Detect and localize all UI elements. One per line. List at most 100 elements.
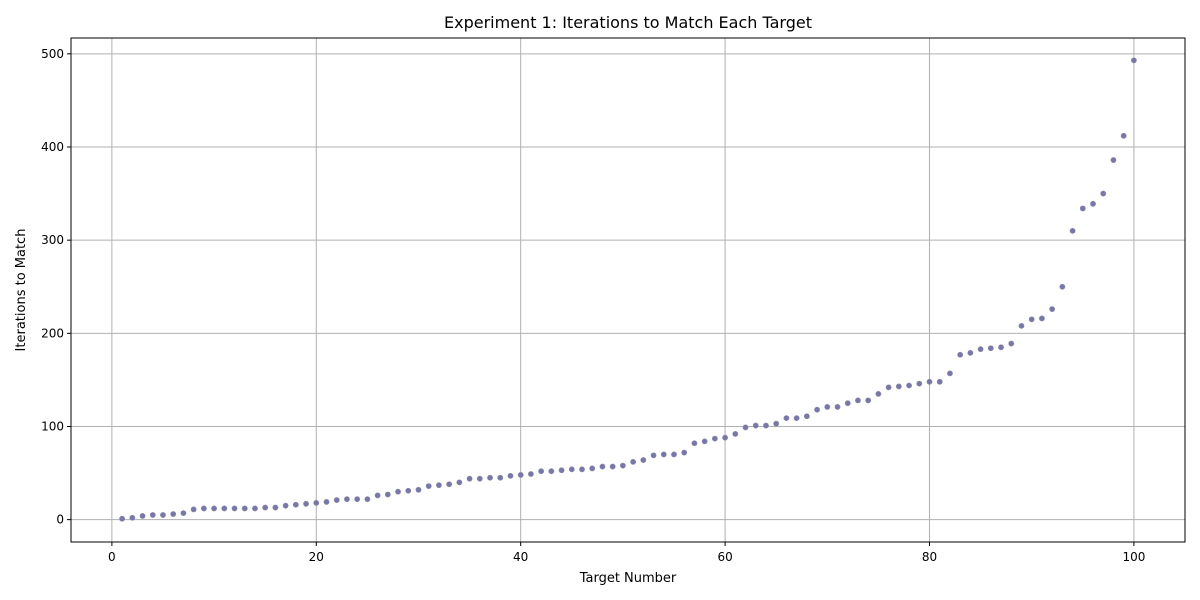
x-tick-label: 40 — [513, 550, 528, 564]
data-point — [415, 486, 422, 493]
axis-ticks: 0 20 40 60 80 100 0 100 200 300 400 500 — [41, 47, 1145, 564]
data-point — [977, 346, 984, 353]
data-point — [1039, 315, 1045, 322]
data-point — [701, 438, 708, 445]
x-tick-label: 0 — [108, 550, 116, 564]
data-point — [1120, 132, 1127, 139]
data-point — [732, 431, 739, 437]
data-point — [282, 502, 289, 509]
data-point — [691, 440, 698, 447]
data-point — [558, 467, 565, 474]
data-point — [160, 512, 166, 518]
data-point — [599, 463, 606, 470]
data-point — [742, 424, 749, 431]
data-point — [824, 404, 831, 410]
y-tick-label: 400 — [41, 140, 64, 154]
data-point — [885, 384, 892, 391]
data-point — [538, 468, 545, 475]
data-point — [262, 504, 269, 511]
data-point — [579, 466, 585, 473]
data-point — [313, 499, 320, 506]
y-axis-label: Iterations to Match — [14, 229, 29, 352]
data-point — [619, 462, 626, 469]
data-point — [1028, 316, 1035, 323]
data-point — [1008, 340, 1015, 347]
data-point — [660, 451, 667, 458]
data-point — [119, 515, 126, 522]
data-point — [773, 420, 780, 427]
data-point — [671, 451, 677, 458]
data-point — [548, 468, 555, 475]
x-tick-label: 60 — [717, 550, 732, 564]
data-point — [763, 422, 769, 429]
data-point — [395, 488, 401, 495]
data-point — [855, 397, 861, 404]
y-tick-label: 100 — [41, 419, 64, 433]
data-point — [384, 491, 391, 498]
chart-title: Experiment 1: Iterations to Match Each T… — [444, 13, 812, 32]
data-point — [507, 472, 514, 479]
data-point — [211, 505, 217, 512]
data-point — [793, 415, 800, 421]
data-point — [906, 382, 912, 389]
data-point — [364, 496, 371, 503]
data-points — [119, 57, 1137, 522]
data-point — [139, 513, 146, 519]
data-point — [722, 434, 728, 441]
data-point — [405, 487, 412, 494]
data-point — [180, 510, 187, 517]
data-point — [650, 452, 657, 459]
data-point — [957, 351, 964, 358]
data-point — [803, 413, 810, 420]
data-point — [354, 496, 361, 503]
data-point — [865, 397, 872, 404]
x-tick-label: 80 — [922, 550, 937, 564]
data-point — [1079, 205, 1086, 212]
data-point — [783, 415, 790, 421]
data-point — [323, 499, 330, 505]
data-point — [711, 435, 718, 442]
data-point — [528, 471, 534, 477]
data-point — [834, 404, 841, 410]
data-point — [1110, 157, 1117, 163]
data-point — [292, 501, 299, 508]
data-point — [987, 345, 994, 352]
data-point — [589, 465, 596, 472]
data-point — [895, 383, 902, 390]
data-point — [200, 505, 207, 512]
data-point — [149, 512, 156, 518]
data-point — [844, 400, 851, 407]
data-point — [517, 472, 524, 478]
data-point — [221, 505, 228, 512]
data-point — [374, 492, 381, 499]
data-point — [129, 514, 136, 521]
data-point — [436, 482, 442, 489]
data-point — [926, 378, 933, 385]
data-point — [1069, 227, 1076, 234]
data-point — [333, 497, 340, 503]
grid-lines — [71, 38, 1185, 542]
y-tick-label: 200 — [41, 326, 64, 340]
data-point — [998, 344, 1004, 351]
data-point — [497, 474, 504, 481]
data-point — [252, 505, 258, 512]
x-axis-label: Target Number — [579, 571, 677, 586]
y-tick-label: 300 — [41, 233, 64, 247]
data-point — [875, 390, 882, 397]
plot-frame — [70, 37, 1186, 543]
y-tick-label: 500 — [41, 47, 64, 61]
x-tick-label: 20 — [309, 550, 324, 564]
data-point — [466, 475, 473, 482]
data-point — [476, 475, 483, 482]
data-point — [630, 458, 637, 465]
data-point — [752, 422, 759, 429]
data-point — [456, 479, 463, 486]
data-point — [425, 483, 432, 490]
data-point — [1049, 306, 1056, 312]
x-tick-label: 100 — [1122, 550, 1145, 564]
data-point — [272, 504, 279, 511]
data-point — [1100, 190, 1107, 197]
data-point — [568, 466, 575, 473]
data-point — [1018, 322, 1025, 329]
